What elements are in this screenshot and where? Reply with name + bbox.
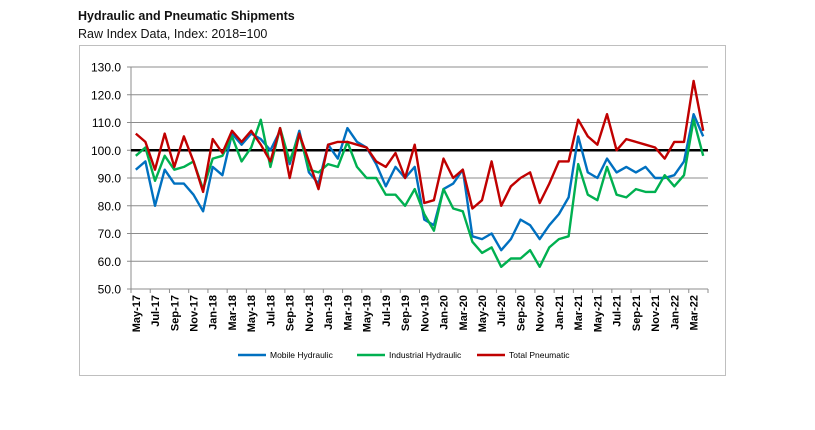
y-tick-label: 120.0	[91, 88, 121, 102]
x-tick-label: May-18	[246, 295, 258, 332]
x-tick-label: Nov-19	[419, 295, 431, 332]
chart-border	[79, 45, 726, 376]
y-tick-label: 130.0	[91, 61, 121, 75]
chart-subtitle: Raw Index Data, Index: 2018=100	[78, 27, 268, 41]
x-tick-label: Jan-22	[669, 295, 681, 330]
x-tick-label: Nov-18	[304, 295, 316, 332]
x-tick-label: Sep-20	[515, 295, 527, 331]
x-tick-label: Sep-18	[285, 295, 297, 331]
x-tick-label: Jul-21	[612, 295, 624, 327]
series-line-industrial-hydraulic	[135, 118, 705, 268]
x-tick-label: Nov-21	[650, 295, 662, 332]
x-tick-label: Jan-20	[439, 295, 451, 330]
x-tick-label: Sep-19	[400, 295, 412, 331]
x-tick-label: Mar-21	[573, 295, 585, 330]
y-tick-label: 50.0	[98, 283, 122, 297]
x-tick-label: Jul-18	[265, 295, 277, 327]
y-tick-label: 80.0	[98, 199, 122, 213]
x-tick-label: May-20	[477, 295, 489, 332]
y-tick-label: 60.0	[98, 255, 122, 269]
x-tick-label: Mar-18	[227, 295, 239, 330]
y-tick-label: 70.0	[98, 227, 122, 241]
y-tick-label: 110.0	[92, 116, 121, 130]
series-line-total-pneumatic	[135, 79, 705, 210]
legend-label: Mobile Hydraulic	[270, 350, 334, 360]
x-tick-label: May-17	[131, 295, 143, 332]
x-tick-label: Jul-17	[150, 295, 162, 327]
x-tick-label: Jan-19	[323, 295, 335, 330]
x-tick-label: Jul-19	[381, 295, 393, 327]
x-tick-label: Sep-17	[169, 295, 181, 331]
y-tick-label: 90.0	[98, 172, 122, 186]
x-tick-label: Nov-17	[189, 295, 201, 332]
x-tick-label: Nov-20	[535, 295, 547, 332]
x-tick-label: Jul-20	[496, 295, 508, 327]
x-tick-label: Mar-19	[342, 295, 354, 330]
x-tick-label: May-19	[362, 295, 374, 332]
x-tick-label: Jan-18	[208, 295, 220, 330]
legend-label: Industrial Hydraulic	[389, 350, 462, 360]
legend-item: Mobile Hydraulic	[238, 350, 334, 360]
x-tick-label: Mar-22	[689, 295, 701, 330]
legend-item: Total Pneumatic	[477, 350, 570, 360]
x-tick-label: May-21	[592, 295, 604, 332]
y-tick-label: 100.0	[91, 144, 121, 158]
x-tick-label: Jan-21	[554, 295, 566, 330]
x-tick-label: Sep-21	[631, 295, 643, 331]
legend-label: Total Pneumatic	[509, 350, 570, 360]
legend-item: Industrial Hydraulic	[357, 350, 462, 360]
x-tick-label: Mar-20	[458, 295, 470, 330]
chart-title: Hydraulic and Pneumatic Shipments	[78, 9, 295, 23]
